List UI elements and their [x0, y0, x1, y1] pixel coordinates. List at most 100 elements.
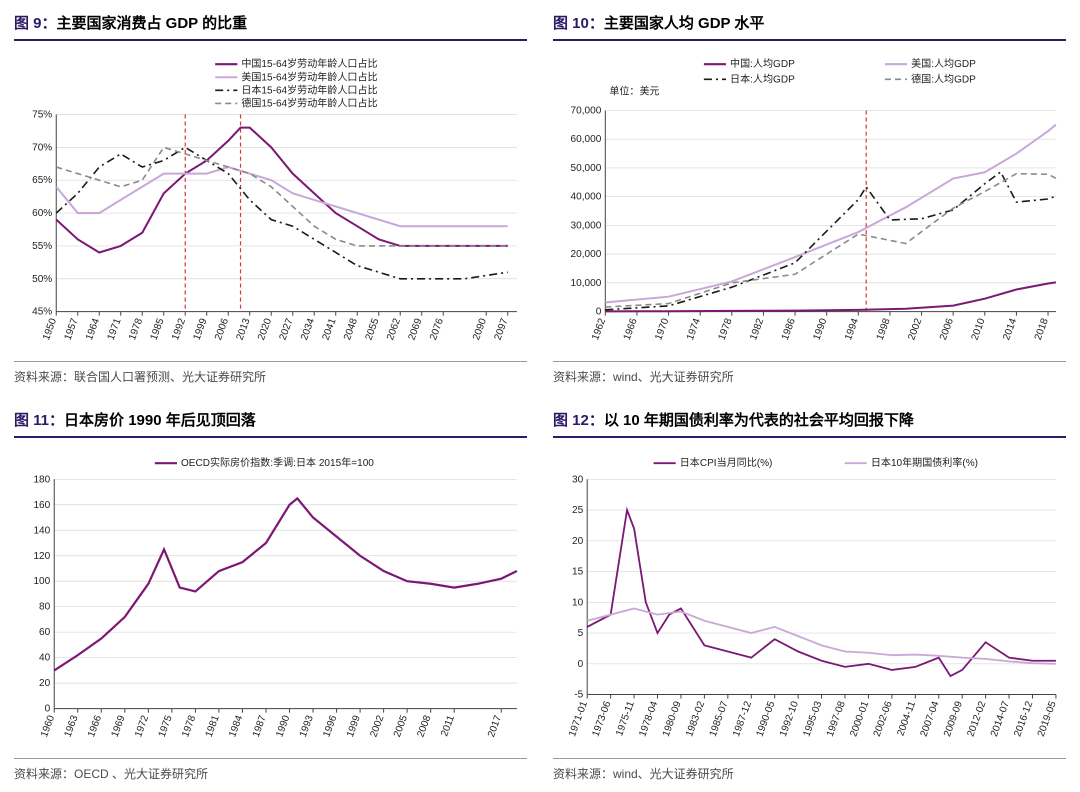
svg-text:1984: 1984	[227, 714, 245, 739]
svg-text:中国15-64岁劳动年龄人口占比: 中国15-64岁劳动年龄人口占比	[241, 57, 377, 70]
svg-text:1978-04: 1978-04	[637, 699, 660, 738]
svg-text:10: 10	[572, 597, 584, 608]
svg-text:25: 25	[572, 505, 584, 516]
svg-text:1996: 1996	[321, 714, 339, 739]
svg-text:1975: 1975	[157, 714, 175, 739]
svg-text:1978: 1978	[180, 714, 198, 739]
svg-text:140: 140	[33, 525, 50, 536]
svg-text:70%: 70%	[32, 142, 52, 153]
panel-chart-10: 图 10：主要国家人均 GDP 水平 010,00020,00030,00040…	[553, 10, 1066, 385]
svg-text:2002: 2002	[368, 714, 386, 739]
svg-text:1969: 1969	[110, 714, 128, 739]
svg-text:2016-12: 2016-12	[1012, 699, 1035, 738]
svg-text:1978: 1978	[717, 317, 735, 342]
svg-text:180: 180	[33, 474, 50, 485]
svg-text:1966: 1966	[86, 714, 104, 739]
source-chart-12: 资料来源：wind、光大证券研究所	[553, 758, 1066, 782]
svg-text:2002-06: 2002-06	[872, 699, 895, 738]
svg-text:1971-01: 1971-01	[567, 699, 590, 738]
svg-text:2055: 2055	[364, 317, 382, 342]
svg-text:日本CPI当月同比(%): 日本CPI当月同比(%)	[680, 456, 773, 469]
svg-text:1983-02: 1983-02	[684, 699, 707, 738]
svg-text:2014-07: 2014-07	[989, 699, 1012, 738]
svg-text:20,000: 20,000	[571, 249, 602, 260]
svg-text:2012-02: 2012-02	[966, 699, 989, 738]
svg-text:2002: 2002	[906, 317, 924, 342]
title-chart-10: 图 10：主要国家人均 GDP 水平	[553, 10, 1066, 41]
source-chart-9: 资料来源：联合国人口署预测、光大证券研究所	[14, 361, 527, 385]
svg-text:1990: 1990	[812, 317, 830, 342]
svg-text:2019-05: 2019-05	[1036, 699, 1059, 738]
svg-text:1997-08: 1997-08	[825, 699, 848, 738]
svg-text:40: 40	[39, 653, 51, 664]
svg-text:1963: 1963	[63, 714, 81, 739]
svg-text:1986: 1986	[780, 317, 798, 342]
svg-text:1978: 1978	[127, 317, 145, 342]
svg-text:1962: 1962	[590, 317, 608, 342]
svg-text:2008: 2008	[416, 714, 434, 739]
svg-text:2000-01: 2000-01	[848, 699, 871, 738]
svg-text:1987-12: 1987-12	[731, 699, 754, 738]
svg-text:2018: 2018	[1033, 317, 1051, 342]
svg-text:65%: 65%	[32, 175, 52, 186]
svg-text:2013: 2013	[235, 317, 253, 342]
chart-10: 010,00020,00030,00040,00050,00060,00070,…	[553, 45, 1066, 361]
svg-text:1992-10: 1992-10	[778, 699, 801, 738]
svg-text:1992: 1992	[170, 317, 188, 342]
svg-text:30: 30	[572, 474, 584, 485]
svg-text:OECD实际房价指数:季调:日本 2015年=100: OECD实际房价指数:季调:日本 2015年=100	[181, 456, 374, 469]
svg-text:2048: 2048	[342, 317, 360, 342]
panel-chart-9: 图 9：主要国家消费占 GDP 的比重 45% 50% 55% 60% 65% 70% 75…	[14, 10, 527, 385]
svg-text:1982: 1982	[748, 317, 766, 342]
svg-text:1970: 1970	[653, 317, 671, 342]
svg-text:2004-11: 2004-11	[895, 699, 918, 737]
svg-text:1993: 1993	[298, 714, 316, 739]
svg-text:1960: 1960	[39, 714, 57, 739]
svg-text:1985: 1985	[149, 317, 167, 342]
svg-text:75%: 75%	[32, 110, 52, 121]
svg-text:2017: 2017	[486, 714, 504, 739]
svg-text:20: 20	[39, 678, 51, 689]
svg-text:1994: 1994	[843, 317, 861, 342]
svg-text:单位：美元: 单位：美元	[609, 84, 659, 97]
svg-text:70,000: 70,000	[571, 105, 602, 116]
svg-text:1973-06: 1973-06	[591, 699, 614, 738]
svg-text:1995-03: 1995-03	[801, 699, 824, 738]
svg-text:1972: 1972	[133, 714, 151, 739]
svg-text:德国:人均GDP: 德国:人均GDP	[911, 72, 976, 85]
svg-text:80: 80	[39, 602, 51, 613]
svg-text:1990-05: 1990-05	[755, 699, 778, 738]
svg-text:2006: 2006	[213, 317, 231, 342]
svg-text:1981: 1981	[204, 714, 222, 739]
svg-text:50%: 50%	[32, 274, 52, 285]
svg-text:1999: 1999	[345, 714, 363, 739]
svg-text:1950: 1950	[41, 317, 59, 342]
title-chart-9: 图 9：主要国家消费占 GDP 的比重	[14, 10, 527, 41]
svg-text:2005: 2005	[392, 714, 410, 739]
chart-9: 45%50%55%60%65%70%75%1950195719641971197…	[14, 45, 527, 361]
svg-text:45%: 45%	[32, 307, 52, 318]
svg-text:1980-09: 1980-09	[661, 699, 684, 738]
svg-text:30,000: 30,000	[571, 220, 602, 231]
svg-text:10,000: 10,000	[571, 278, 602, 289]
svg-text:1998: 1998	[875, 317, 893, 342]
source-chart-10: 资料来源：wind、光大证券研究所	[553, 361, 1066, 385]
svg-text:2014: 2014	[1001, 317, 1019, 342]
svg-text:2006: 2006	[938, 317, 956, 342]
svg-text:2041: 2041	[321, 317, 339, 342]
svg-text:60,000: 60,000	[571, 134, 602, 145]
svg-text:2007-04: 2007-04	[919, 699, 942, 738]
svg-text:60%: 60%	[32, 208, 52, 219]
svg-text:55%: 55%	[32, 241, 52, 252]
svg-text:2062: 2062	[385, 317, 403, 342]
source-chart-11: 资料来源：OECD 、光大证券研究所	[14, 758, 527, 782]
svg-text:2069: 2069	[407, 317, 425, 342]
svg-text:2090: 2090	[471, 317, 489, 342]
svg-text:1985-07: 1985-07	[708, 699, 731, 738]
svg-text:50,000: 50,000	[571, 163, 602, 174]
svg-text:1990: 1990	[274, 714, 292, 739]
svg-text:100: 100	[33, 576, 50, 587]
svg-text:1987: 1987	[251, 714, 269, 739]
svg-text:15: 15	[572, 567, 584, 578]
title-chart-11: 图 11：日本房价 1990 年后见顶回落	[14, 407, 527, 438]
